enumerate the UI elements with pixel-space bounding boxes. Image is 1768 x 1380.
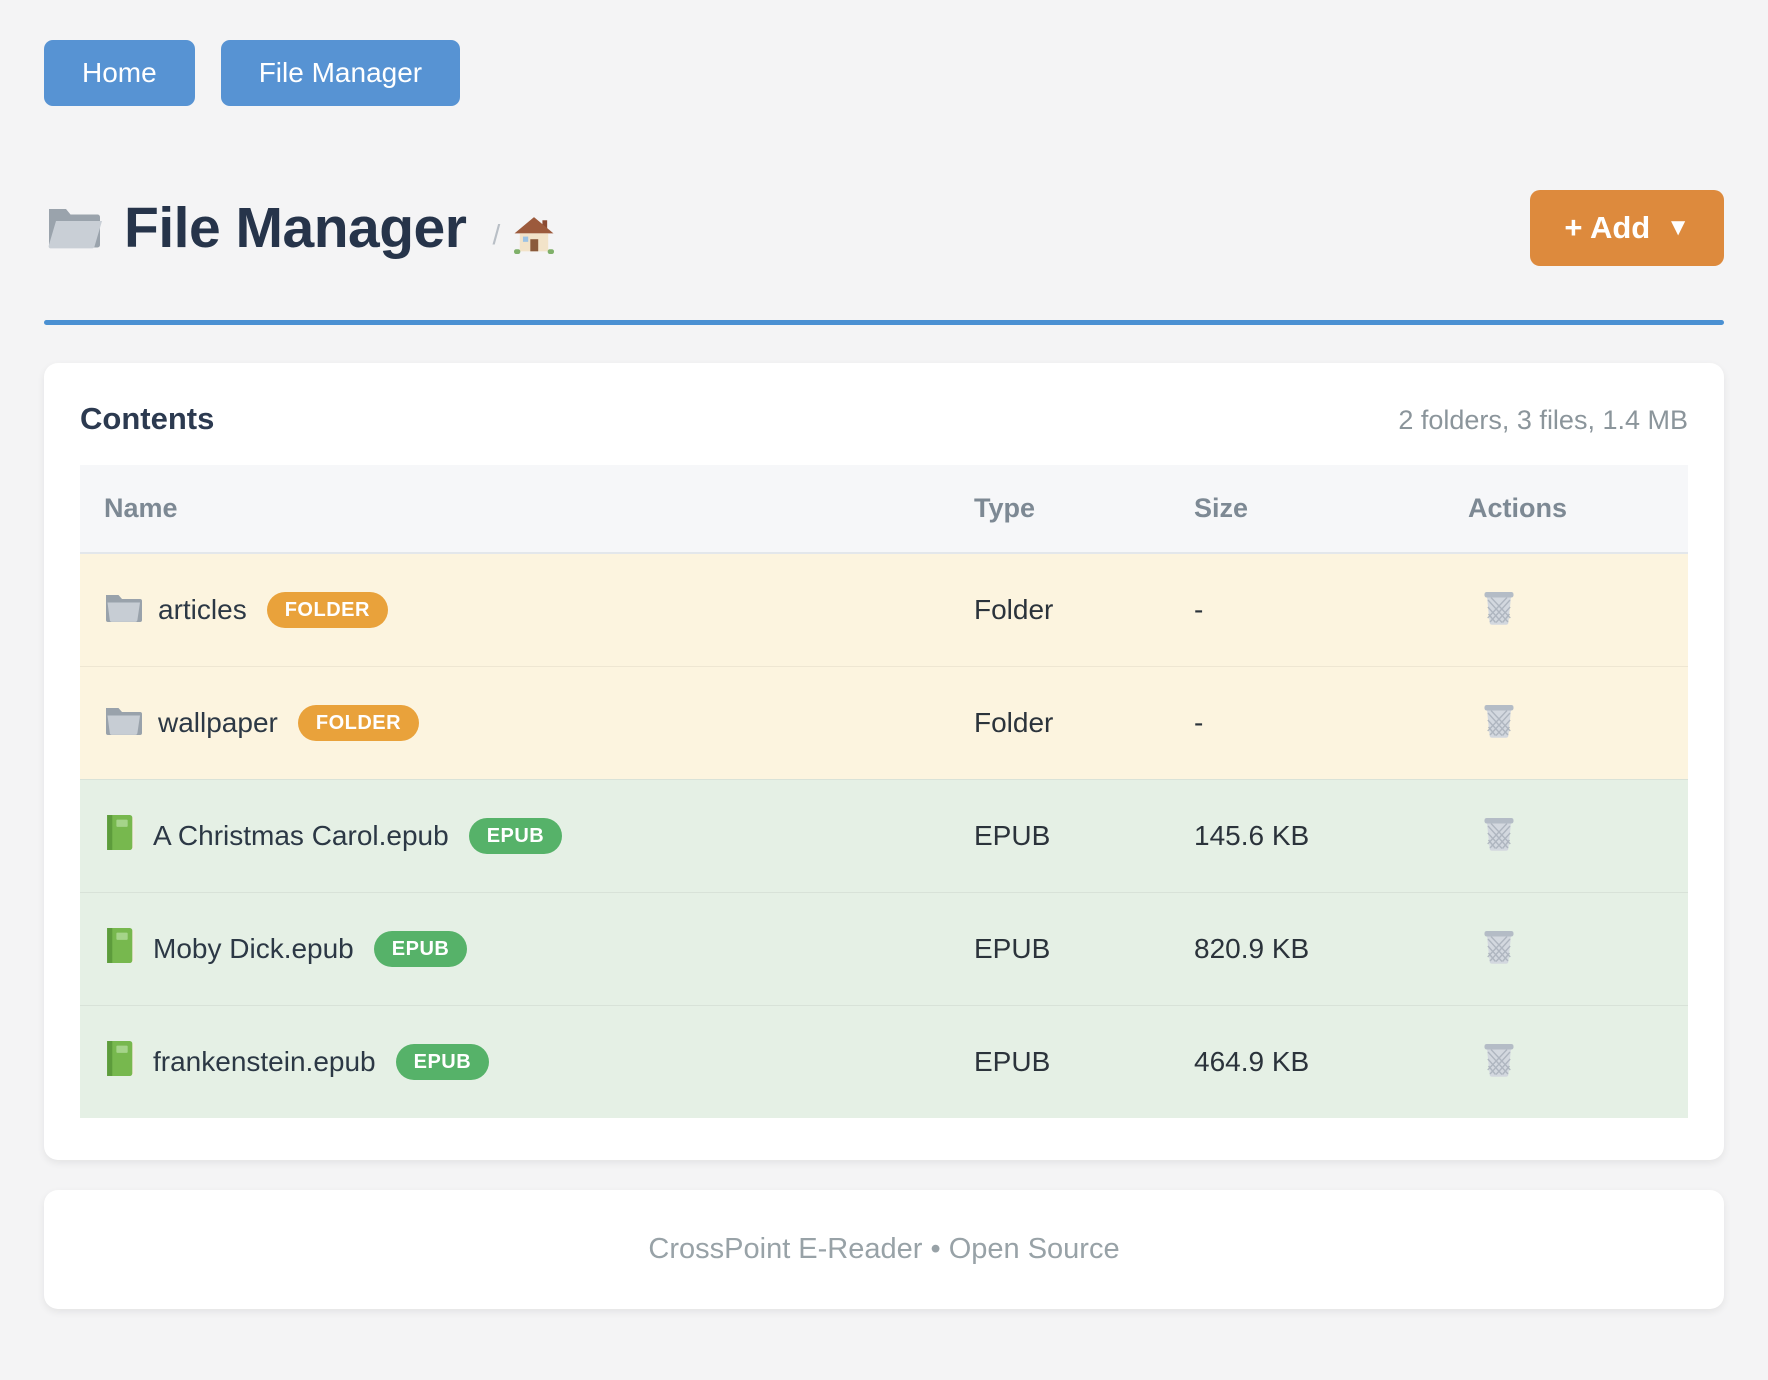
table-row[interactable]: frankenstein.epub EPUB EPUB 464.9 KB <box>80 1005 1688 1118</box>
column-header-name: Name <box>104 493 178 523</box>
cell-type: EPUB <box>974 1046 1051 1077</box>
footer-text: CrossPoint E-Reader • Open Source <box>648 1233 1120 1265</box>
trash-icon <box>1482 1043 1516 1081</box>
table-row[interactable]: wallpaper FOLDER Folder - <box>80 666 1688 779</box>
folder-icon <box>104 704 142 743</box>
contents-summary: 2 folders, 3 files, 1.4 MB <box>1398 405 1688 435</box>
type-badge: FOLDER <box>266 592 388 628</box>
open-folder-icon <box>44 200 104 257</box>
breadcrumb: / <box>492 216 555 254</box>
table-header-row: Name Type Size Actions <box>80 465 1688 554</box>
home-breadcrumb-icon[interactable] <box>514 216 555 254</box>
cell-size: 464.9 KB <box>1194 1046 1310 1077</box>
trash-icon <box>1482 591 1516 629</box>
actions-cell <box>1438 814 1688 859</box>
cell-type: Folder <box>974 707 1054 738</box>
name-cell: Moby Dick.epub EPUB <box>80 927 958 971</box>
table-body: articles FOLDER Folder - <box>80 554 1688 1118</box>
top-nav: Home File Manager <box>44 40 1724 106</box>
book-icon <box>104 814 137 858</box>
delete-button[interactable] <box>1482 701 1516 739</box>
name-cell: A Christmas Carol.epub EPUB <box>80 814 958 858</box>
actions-cell <box>1438 927 1688 972</box>
title-group: File Manager / <box>44 195 555 261</box>
file-table: Name Type Size Actions articles FOLDER F… <box>80 465 1688 1118</box>
actions-cell <box>1438 701 1688 746</box>
page-header: File Manager / + Add ▼ <box>44 190 1724 266</box>
delete-button[interactable] <box>1482 814 1516 852</box>
actions-cell <box>1438 588 1688 633</box>
type-badge: EPUB <box>373 931 468 967</box>
page-container: Home File Manager File Manager / <box>44 40 1724 1309</box>
file-name[interactable]: frankenstein.epub <box>153 1046 376 1077</box>
file-name[interactable]: A Christmas Carol.epub <box>153 820 449 851</box>
delete-button[interactable] <box>1482 927 1516 965</box>
cell-size: 820.9 KB <box>1194 933 1310 964</box>
folder-icon <box>104 591 142 630</box>
contents-card: Contents 2 folders, 3 files, 1.4 MB Name… <box>44 363 1724 1160</box>
file-manager-button[interactable]: File Manager <box>220 40 461 106</box>
table-row[interactable]: Moby Dick.epub EPUB EPUB 820.9 KB <box>80 892 1688 1005</box>
cell-type: EPUB <box>974 820 1051 851</box>
table-row[interactable]: articles FOLDER Folder - <box>80 554 1688 666</box>
file-name[interactable]: articles <box>158 594 247 625</box>
type-badge: FOLDER <box>297 705 420 741</box>
cell-size: - <box>1194 707 1204 738</box>
trash-icon <box>1482 930 1516 968</box>
footer-card: CrossPoint E-Reader • Open Source <box>44 1190 1724 1309</box>
trash-icon <box>1482 704 1516 742</box>
cell-type: EPUB <box>974 933 1051 964</box>
type-badge: EPUB <box>395 1044 490 1080</box>
name-cell: articles FOLDER <box>80 591 958 630</box>
page-title: File Manager <box>124 196 467 260</box>
type-badge: EPUB <box>468 818 563 854</box>
column-header-actions: Actions <box>1468 493 1568 523</box>
chevron-down-icon: ▼ <box>1666 214 1690 241</box>
cell-size: 145.6 KB <box>1194 820 1310 851</box>
home-button[interactable]: Home <box>44 40 195 106</box>
header-divider <box>44 320 1724 325</box>
file-name[interactable]: wallpaper <box>158 707 278 738</box>
delete-button[interactable] <box>1482 588 1516 626</box>
book-icon <box>104 1040 137 1084</box>
breadcrumb-separator: / <box>492 219 501 250</box>
name-cell: frankenstein.epub EPUB <box>80 1040 958 1084</box>
name-cell: wallpaper FOLDER <box>80 704 958 743</box>
actions-cell <box>1438 1040 1688 1085</box>
contents-card-header: Contents 2 folders, 3 files, 1.4 MB <box>80 401 1688 437</box>
cell-size: - <box>1194 594 1204 625</box>
column-header-size: Size <box>1194 493 1249 523</box>
column-header-type: Type <box>974 493 1036 523</box>
cell-type: Folder <box>974 594 1054 625</box>
table-row[interactable]: A Christmas Carol.epub EPUB EPUB 145.6 K… <box>80 779 1688 892</box>
book-icon <box>104 927 137 971</box>
trash-icon <box>1482 817 1516 855</box>
add-button[interactable]: + Add ▼ <box>1530 190 1724 266</box>
file-name[interactable]: Moby Dick.epub <box>153 933 354 964</box>
add-button-label: + Add <box>1564 210 1651 245</box>
contents-heading: Contents <box>80 401 215 436</box>
delete-button[interactable] <box>1482 1040 1516 1078</box>
